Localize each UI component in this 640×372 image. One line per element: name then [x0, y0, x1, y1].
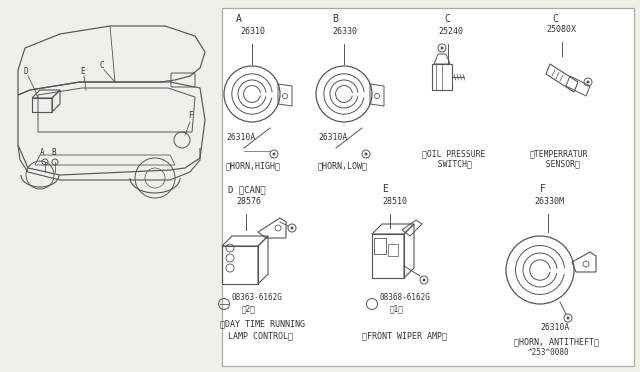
Text: 〈OIL PRESSURE: 〈OIL PRESSURE: [422, 149, 485, 158]
Circle shape: [440, 46, 444, 49]
Text: 08363-6162G: 08363-6162G: [231, 293, 282, 302]
Text: 26330: 26330: [332, 27, 357, 36]
Text: 26330M: 26330M: [534, 197, 564, 206]
Text: 。1〃: 。1〃: [390, 304, 404, 313]
Circle shape: [273, 153, 275, 155]
Text: F: F: [540, 184, 546, 194]
Text: E: E: [382, 184, 388, 194]
Text: 26310A: 26310A: [226, 133, 255, 142]
Text: SWITCH〉: SWITCH〉: [428, 159, 472, 168]
Text: C: C: [552, 14, 558, 24]
Text: 26310A: 26310A: [540, 323, 569, 332]
Text: E: E: [80, 67, 84, 76]
Text: F: F: [188, 111, 193, 120]
Text: 08368-6162G: 08368-6162G: [379, 293, 430, 302]
Text: 28510: 28510: [382, 197, 407, 206]
Circle shape: [365, 153, 367, 155]
Bar: [374, 238, 386, 254]
Circle shape: [422, 279, 426, 282]
Bar: [222, 8, 634, 366]
Text: SENSOR〉: SENSOR〉: [536, 159, 580, 168]
Text: D 〈CAN〉: D 〈CAN〉: [228, 185, 266, 194]
Circle shape: [586, 80, 589, 83]
Text: 25080X: 25080X: [546, 25, 576, 34]
Text: 28576: 28576: [236, 197, 261, 206]
Text: 。2〃: 。2〃: [242, 304, 256, 313]
Text: A: A: [236, 14, 242, 24]
Text: B: B: [332, 14, 338, 24]
Text: 〈DAY TIME RUNNING: 〈DAY TIME RUNNING: [220, 319, 305, 328]
Text: 26310A: 26310A: [318, 133, 348, 142]
Text: ^253^0080: ^253^0080: [528, 348, 570, 357]
Text: 〈HORN,HIGH〉: 〈HORN,HIGH〉: [226, 161, 281, 170]
Text: 25240: 25240: [438, 27, 463, 36]
Circle shape: [291, 227, 294, 230]
Text: D: D: [24, 67, 29, 76]
Text: LAMP CONTROL〉: LAMP CONTROL〉: [228, 331, 293, 340]
Circle shape: [566, 317, 570, 320]
Text: 〈HORN,LOW〉: 〈HORN,LOW〉: [318, 161, 368, 170]
Text: 〈TEMPERRATUR: 〈TEMPERRATUR: [530, 149, 589, 158]
Text: 26310: 26310: [240, 27, 265, 36]
Text: A: A: [40, 148, 45, 157]
Text: C: C: [444, 14, 450, 24]
Text: B: B: [51, 148, 56, 157]
Text: 〈HORN, ANTITHEFT〉: 〈HORN, ANTITHEFT〉: [514, 337, 599, 346]
Text: C: C: [100, 61, 104, 70]
Bar: [388, 244, 398, 256]
Text: 〈FRONT WIPER AMP〉: 〈FRONT WIPER AMP〉: [362, 331, 447, 340]
